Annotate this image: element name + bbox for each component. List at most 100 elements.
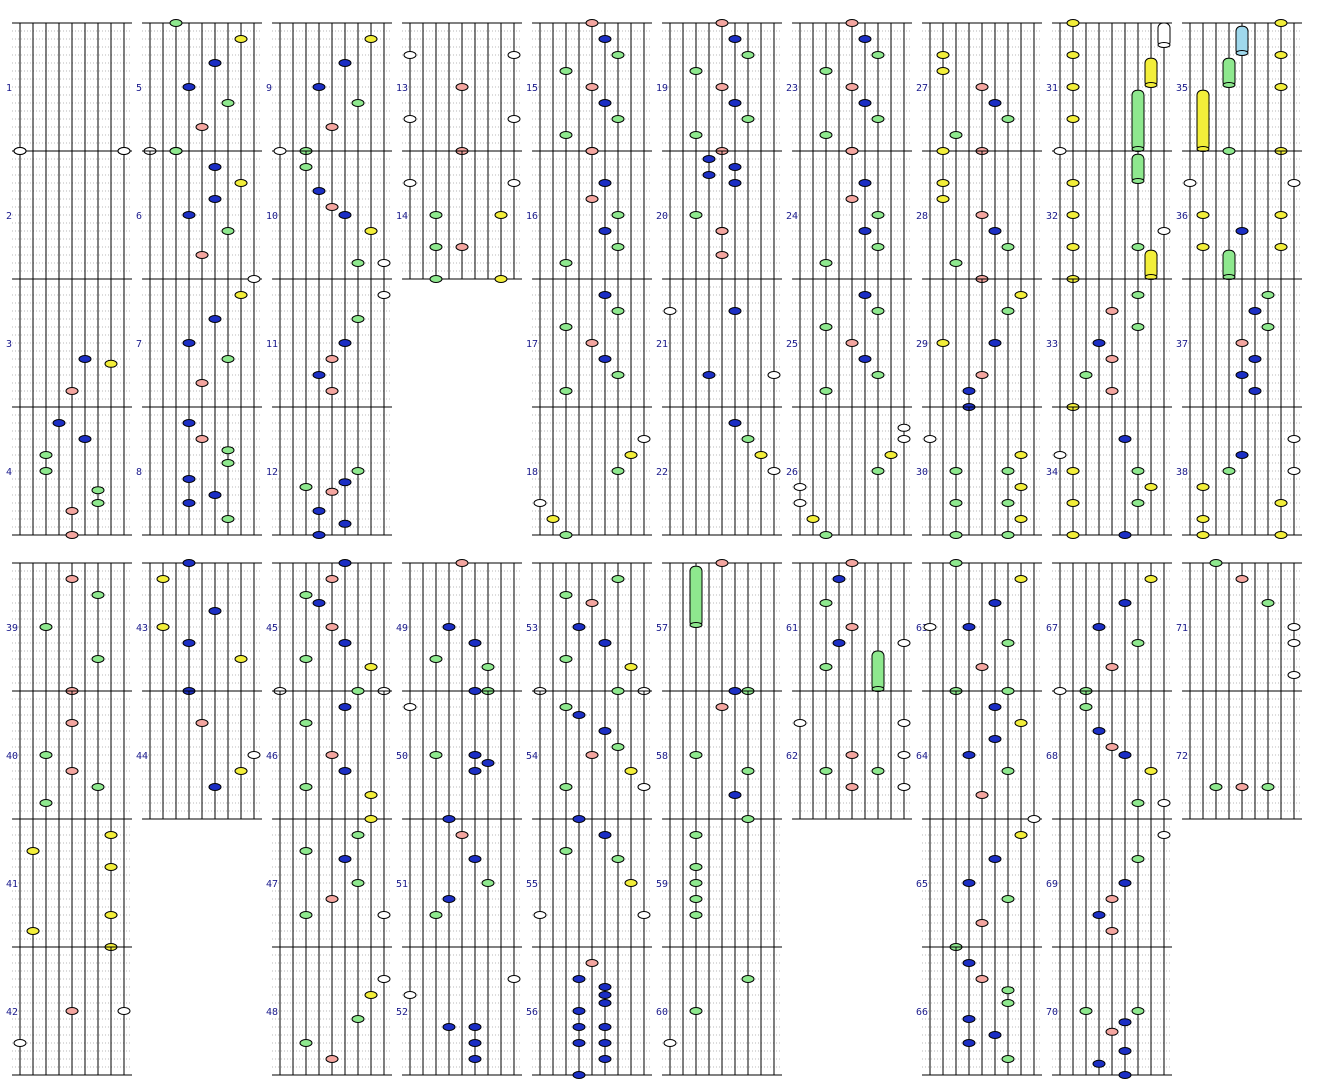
note-yellow [364, 791, 378, 799]
note-green [689, 211, 703, 219]
note-green [221, 355, 235, 363]
note-green [1001, 1055, 1015, 1063]
measure-number: 51 [396, 879, 408, 890]
note-yellow [1066, 243, 1080, 251]
note-green [299, 911, 313, 919]
note-pink [715, 559, 729, 567]
note-yellow [1014, 575, 1028, 583]
note-green [221, 99, 235, 107]
note-blue [572, 1023, 586, 1031]
measure-number: 31 [1046, 83, 1058, 94]
note-yellow [1196, 483, 1210, 491]
note-white [637, 435, 651, 443]
note-yellow [936, 195, 950, 203]
measure-number: 47 [266, 879, 278, 890]
note-yellow [1274, 211, 1288, 219]
measure-number: 2 [6, 211, 12, 222]
note-blue [442, 1023, 456, 1031]
note-blue [962, 623, 976, 631]
note-green [1001, 639, 1015, 647]
measure-number: 66 [916, 1007, 928, 1018]
note-green [481, 663, 495, 671]
note-yellow [936, 147, 950, 155]
note-blue [338, 519, 352, 528]
measure-number: 7 [136, 339, 142, 350]
measure-number: 1 [6, 83, 12, 94]
note-pink [975, 663, 989, 671]
note-green [689, 67, 703, 75]
note-blue [312, 599, 326, 607]
note-pink [1105, 307, 1119, 315]
note-blue [338, 639, 352, 647]
note-green [39, 623, 53, 631]
note-blue [442, 623, 456, 631]
note-blue [572, 1071, 586, 1079]
note-pink [845, 783, 859, 791]
note-pink [325, 387, 339, 395]
note-white [403, 179, 417, 187]
measure-number: 44 [136, 751, 148, 762]
note-green [299, 163, 313, 171]
note-blue [962, 879, 976, 887]
measure-number: 59 [656, 879, 668, 890]
measure-number: 56 [526, 1007, 538, 1018]
note-pink [975, 791, 989, 799]
note-green [221, 446, 235, 455]
note-pink [845, 559, 859, 567]
note-green [429, 751, 443, 759]
note-green [559, 531, 573, 539]
note-blue [468, 1055, 482, 1063]
note-blue [598, 1023, 612, 1031]
note-yellow [1014, 719, 1028, 727]
note-blue [598, 1055, 612, 1063]
measure-number: 40 [6, 751, 18, 762]
measure-number: 14 [396, 211, 408, 222]
note-yellow [494, 211, 508, 219]
note-blue [598, 999, 612, 1007]
note-green [91, 591, 105, 599]
measure-number: 21 [656, 339, 668, 350]
note-blue [728, 179, 742, 187]
note-pink [455, 83, 469, 91]
note-pink [65, 507, 79, 515]
hold-note-yellow [1196, 89, 1210, 152]
note-white [377, 911, 391, 919]
note-blue [182, 339, 196, 347]
note-green [91, 499, 105, 507]
measure-number: 65 [916, 879, 928, 890]
note-white [1287, 639, 1301, 647]
note-blue [182, 639, 196, 647]
note-green [429, 211, 443, 219]
note-blue [1118, 751, 1132, 759]
note-blue [338, 855, 352, 863]
measure-number: 50 [396, 751, 408, 762]
note-blue [1235, 371, 1249, 379]
measure-number: 35 [1176, 83, 1188, 94]
note-blue [572, 815, 586, 823]
note-green [351, 831, 365, 839]
note-green [1079, 1007, 1093, 1015]
note-blue [1235, 451, 1249, 459]
note-green [871, 115, 885, 123]
note-green [741, 815, 755, 823]
note-green [299, 591, 313, 599]
note-green [221, 515, 235, 523]
note-green [689, 895, 703, 903]
note-blue [182, 83, 196, 91]
note-blue [832, 639, 846, 647]
measure-number: 57 [656, 623, 668, 634]
note-blue [468, 1023, 482, 1031]
note-green [299, 655, 313, 663]
note-white [533, 911, 547, 919]
note-blue [702, 371, 716, 379]
note-blue [598, 983, 612, 991]
note-blue [988, 855, 1002, 863]
note-blue [442, 815, 456, 823]
note-green [351, 467, 365, 475]
note-white [767, 371, 781, 379]
note-green [221, 459, 235, 467]
note-green [741, 767, 755, 775]
hold-note-cap [1131, 178, 1145, 184]
note-blue [52, 419, 66, 427]
note-white [897, 423, 911, 432]
